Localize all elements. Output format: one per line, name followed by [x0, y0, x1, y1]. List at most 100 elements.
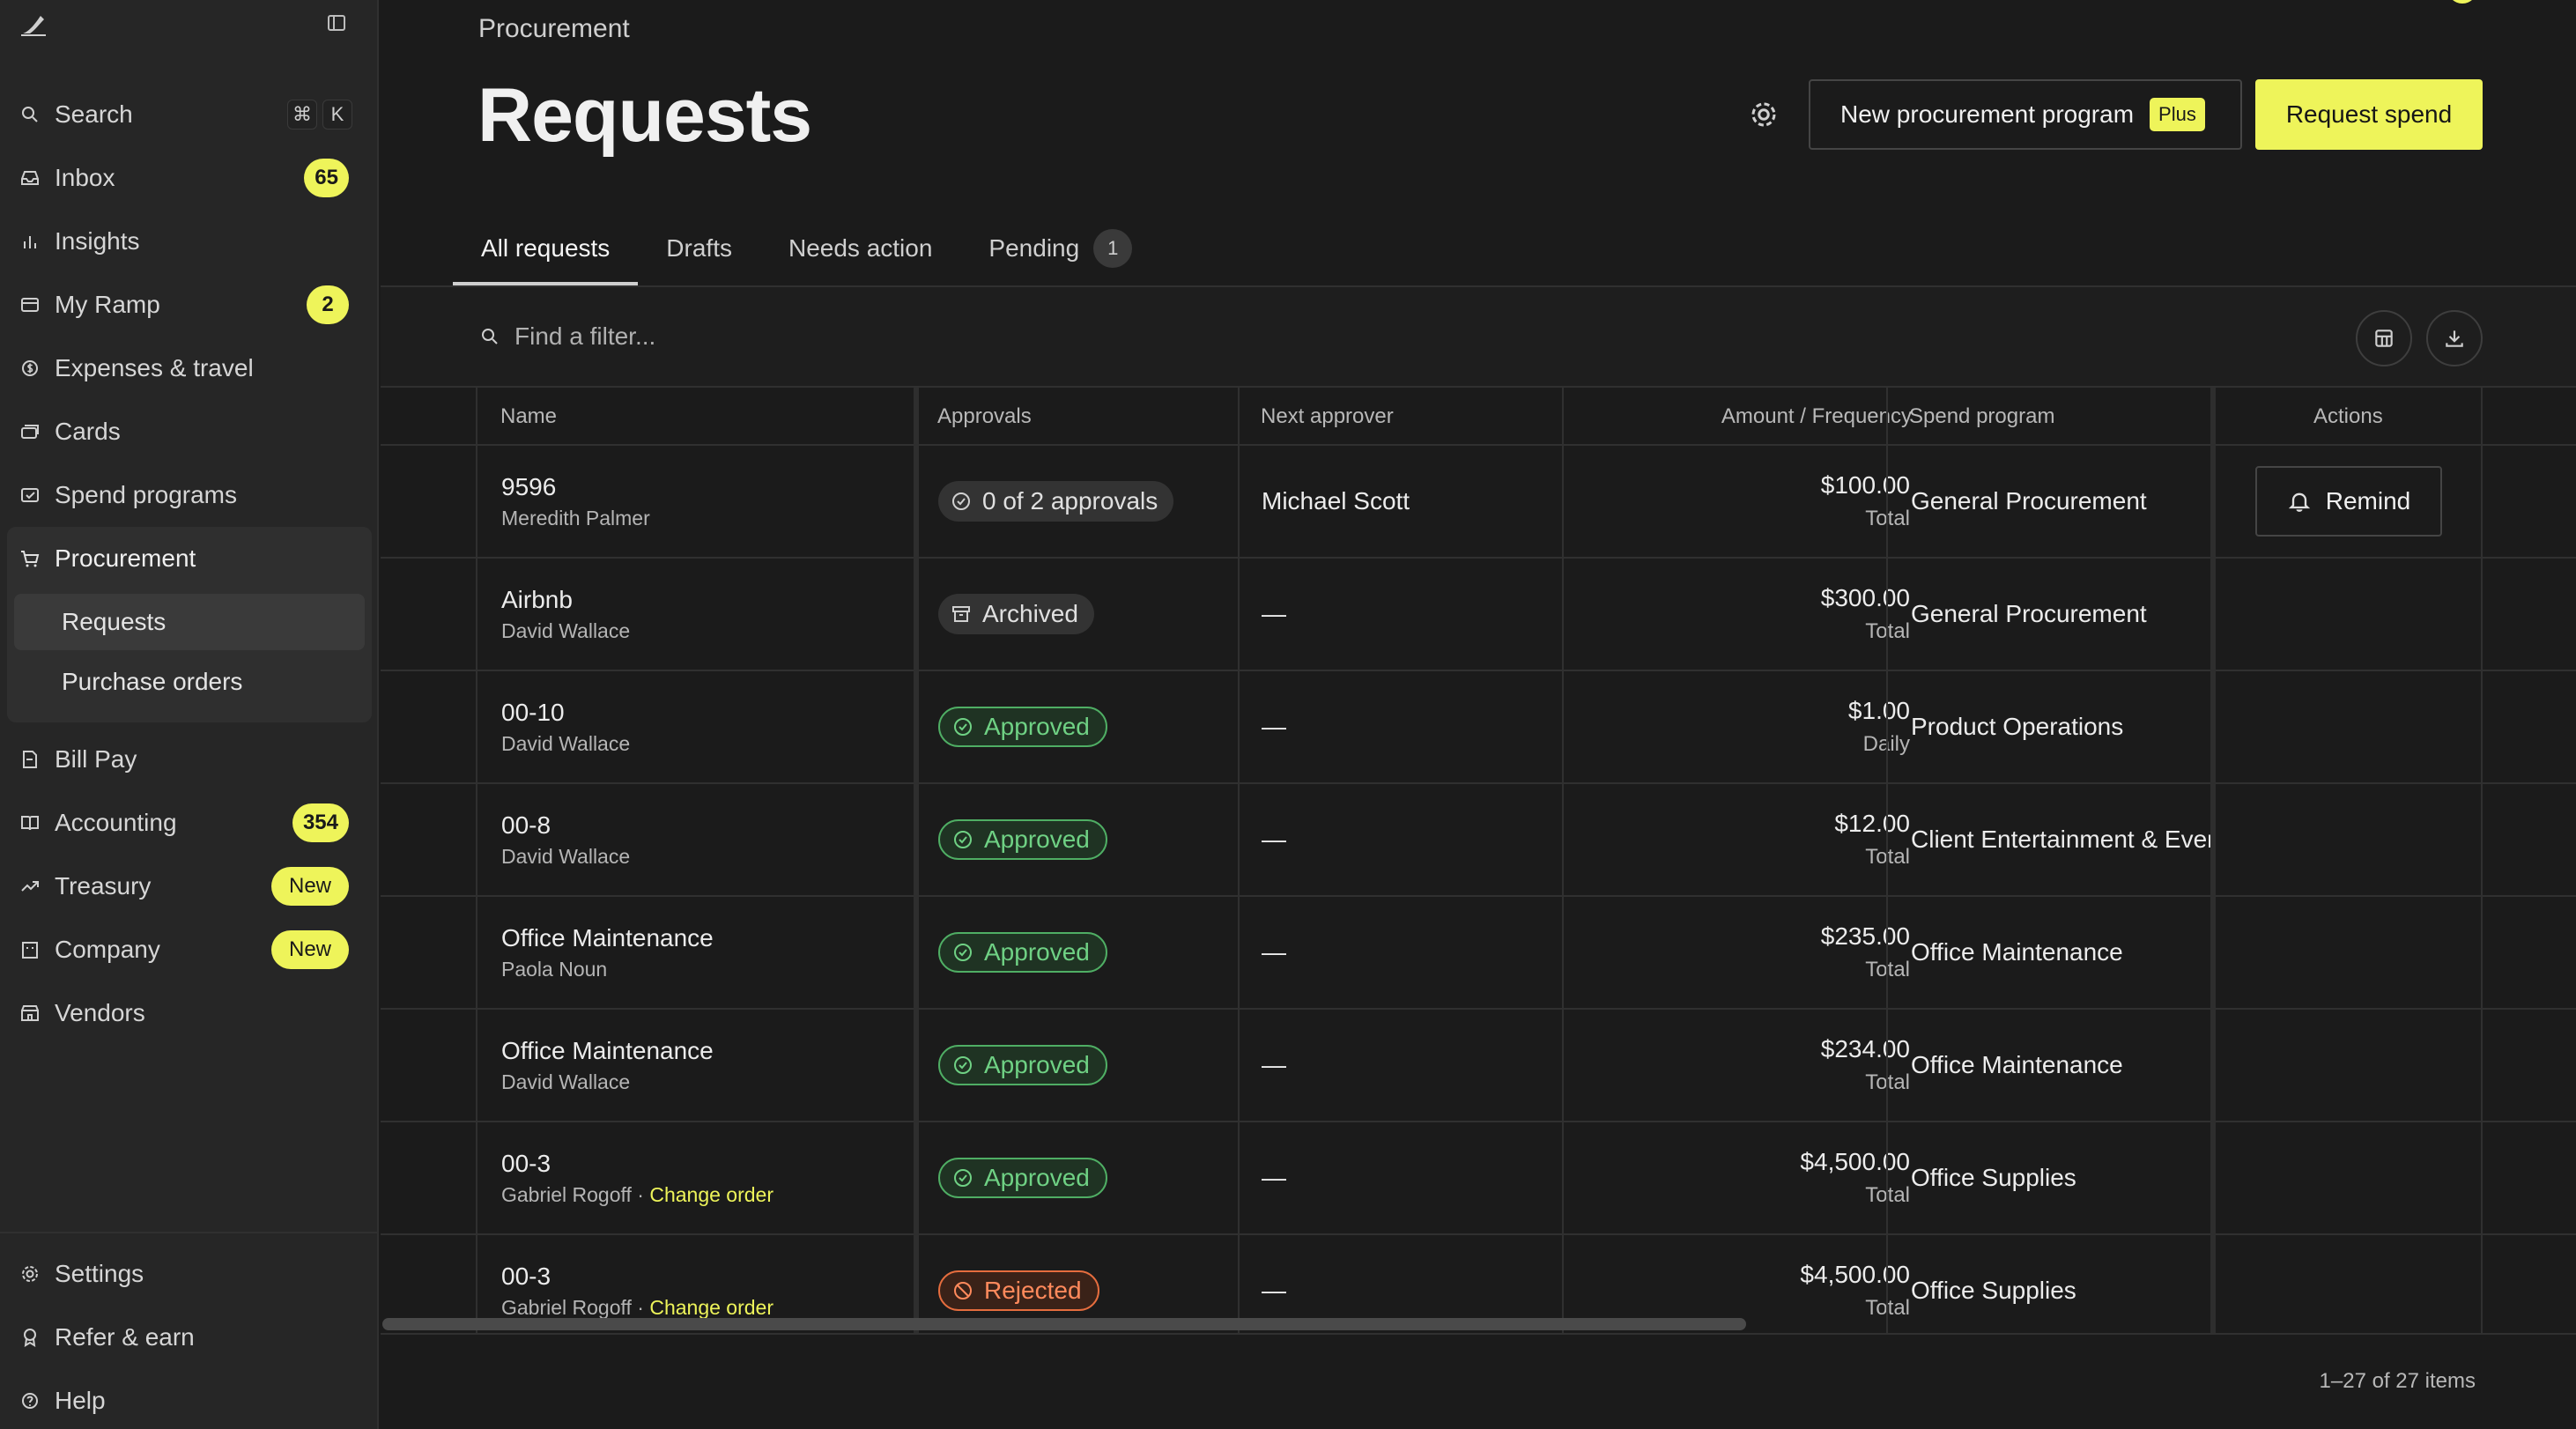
- column-divider: [1238, 388, 1240, 1333]
- table-columns-icon: [2375, 329, 2393, 347]
- bar-chart-icon: [19, 231, 41, 252]
- table-row[interactable]: 9596 Meredith Palmer 0 of 2 approvals Mi…: [381, 446, 2576, 559]
- sidebar-item-cards[interactable]: Cards: [0, 400, 379, 463]
- requester-line: Gabriel Rogoff · Change order: [501, 1183, 774, 1207]
- table-row[interactable]: 00-10 David Wallace Approved — $1.00 Dai…: [381, 671, 2576, 784]
- sidebar-item-settings[interactable]: Settings: [0, 1242, 379, 1306]
- amount-value: $100.00: [1820, 471, 1910, 499]
- sidebar-item-insights[interactable]: Insights: [0, 210, 379, 273]
- sidebar-item-treasury[interactable]: Treasury New: [0, 855, 379, 918]
- ramp-logo[interactable]: [19, 9, 49, 39]
- request-name: 00-3: [501, 1262, 551, 1290]
- change-order-link[interactable]: Change order: [649, 1182, 774, 1206]
- tab-drafts[interactable]: Drafts: [638, 211, 760, 285]
- column-divider: [2210, 388, 2216, 1333]
- breadcrumb[interactable]: Procurement: [478, 14, 630, 43]
- tab-needs-action[interactable]: Needs action: [760, 211, 960, 285]
- table-row[interactable]: Airbnb David Wallace Archived — $300.00 …: [381, 559, 2576, 671]
- amount-value: $4,500.00: [1800, 1148, 1910, 1175]
- sidebar-item-label: Spend programs: [55, 481, 238, 508]
- shortcut-command-key: ⌘: [287, 100, 317, 130]
- program-cell: General Procurement: [1911, 559, 2325, 670]
- tab-label: Drafts: [666, 234, 732, 262]
- sidebar-item-inbox[interactable]: Inbox 65: [0, 146, 379, 210]
- sidebar-item-procurement[interactable]: Procurement: [7, 527, 372, 590]
- amount-cell: $12.00 Total: [1834, 784, 1910, 895]
- tab-label: Pending: [988, 234, 1080, 262]
- column-header-amount[interactable]: Amount / Frequency: [1721, 404, 1912, 428]
- column-header-spend-program[interactable]: Spend program: [1909, 404, 2055, 428]
- sidebar-item-company[interactable]: Company New: [0, 918, 379, 981]
- remind-button[interactable]: Remind: [2255, 466, 2442, 537]
- name-cell: Office Maintenance David Wallace: [501, 1010, 714, 1121]
- sidebar-subitem-purchase-orders[interactable]: Purchase orders: [62, 668, 243, 695]
- table-row[interactable]: Office Maintenance Paola Noun Approved —…: [381, 897, 2576, 1010]
- sidebar-item-label: Treasury: [55, 872, 152, 900]
- next-approver: —: [1262, 1277, 1286, 1304]
- column-header-name[interactable]: Name: [500, 404, 558, 428]
- sidebar-item-vendors[interactable]: Vendors: [0, 981, 379, 1045]
- tab-pending[interactable]: Pending 1: [960, 211, 1160, 285]
- download-icon: [2446, 330, 2463, 347]
- requester-name: David Wallace: [501, 618, 631, 642]
- request-name: 00-8: [501, 811, 551, 839]
- request-spend-button[interactable]: Request spend: [2255, 79, 2483, 150]
- request-name: Office Maintenance: [501, 1036, 714, 1064]
- table-row[interactable]: 00-3 Gabriel Rogoff · Change order Rejec…: [381, 1235, 2576, 1333]
- requester-line: Gabriel Rogoff · Change order: [501, 1296, 774, 1320]
- sidebar-item-refer[interactable]: Refer & earn: [0, 1306, 379, 1369]
- store-icon: [19, 1003, 41, 1024]
- column-header-next-approver[interactable]: Next approver: [1261, 404, 1394, 428]
- pending-count-badge: 1: [1093, 229, 1133, 268]
- new-procurement-program-button[interactable]: New procurement program Plus: [1809, 79, 2242, 150]
- sidebar-item-help[interactable]: Help: [0, 1369, 379, 1429]
- horizontal-scrollbar[interactable]: [382, 1318, 2576, 1330]
- sidebar-item-my-ramp[interactable]: My Ramp 2: [0, 273, 379, 337]
- sidebar-item-label: Expenses & travel: [55, 354, 254, 381]
- collapse-sidebar-icon[interactable]: [326, 12, 347, 33]
- amount-cell: $235.00 Total: [1821, 897, 1910, 1008]
- sidebar-item-label: Vendors: [55, 999, 145, 1026]
- sidebar-item-bill-pay[interactable]: Bill Pay: [0, 728, 379, 791]
- name-cell: 00-10 David Wallace: [501, 671, 630, 782]
- table-row[interactable]: 00-8 David Wallace Approved — $12.00 Tot…: [381, 784, 2576, 897]
- filter-input[interactable]: [514, 317, 1043, 356]
- download-button[interactable]: [2426, 310, 2483, 367]
- table-row[interactable]: Office Maintenance David Wallace Approve…: [381, 1010, 2576, 1122]
- program-cell: Office Supplies: [1911, 1235, 2325, 1333]
- sidebar-item-search[interactable]: Search ⌘ K: [0, 83, 379, 146]
- table-row[interactable]: 00-3 Gabriel Rogoff · Change order Appro…: [381, 1122, 2576, 1235]
- columns-button[interactable]: [2356, 310, 2412, 367]
- tab-all-requests[interactable]: All requests: [453, 211, 639, 285]
- sidebar-item-spend-programs[interactable]: Spend programs: [0, 463, 379, 527]
- column-header-approvals[interactable]: Approvals: [937, 404, 1032, 428]
- archive-icon: [952, 606, 970, 622]
- inbox-count-badge: 65: [304, 159, 349, 197]
- sidebar-item-expenses[interactable]: Expenses & travel: [0, 337, 379, 400]
- column-divider: [914, 388, 919, 1333]
- change-order-link[interactable]: Change order: [649, 1295, 774, 1319]
- status-badge: Approved: [938, 1045, 1107, 1085]
- request-tabs: All requests Drafts Needs action Pending…: [453, 211, 1160, 285]
- requester-name: David Wallace: [501, 1070, 631, 1093]
- name-cell: Office Maintenance Paola Noun: [501, 897, 714, 1008]
- sidebar-subitem-requests[interactable]: Requests: [14, 594, 365, 650]
- avatar[interactable]: [2447, 0, 2477, 4]
- main-content: Procurement Requests New procurement pro…: [381, 0, 2576, 1429]
- status-badge: Rejected: [938, 1270, 1099, 1311]
- column-divider: [2481, 388, 2483, 1333]
- scrollbar-thumb[interactable]: [382, 1318, 1746, 1330]
- approvals-cell: Approved: [938, 784, 1107, 895]
- approvals-cell: Approved: [938, 897, 1107, 1008]
- bell-icon: [2288, 492, 2310, 512]
- requests-table: Name Approvals Next approver Amount / Fr…: [381, 386, 2576, 1333]
- table-header: Name Approvals Next approver Amount / Fr…: [381, 388, 2576, 446]
- requester-name: David Wallace: [501, 731, 631, 755]
- sidebar-item-accounting[interactable]: Accounting 354: [0, 791, 379, 855]
- amount-value: $234.00: [1820, 1035, 1910, 1062]
- status-label: Approved: [984, 1051, 1090, 1078]
- building-icon: [19, 939, 41, 960]
- status-label: Archived: [982, 600, 1078, 627]
- settings-gear-icon[interactable]: [1748, 99, 1780, 130]
- request-name: 00-3: [501, 1149, 551, 1177]
